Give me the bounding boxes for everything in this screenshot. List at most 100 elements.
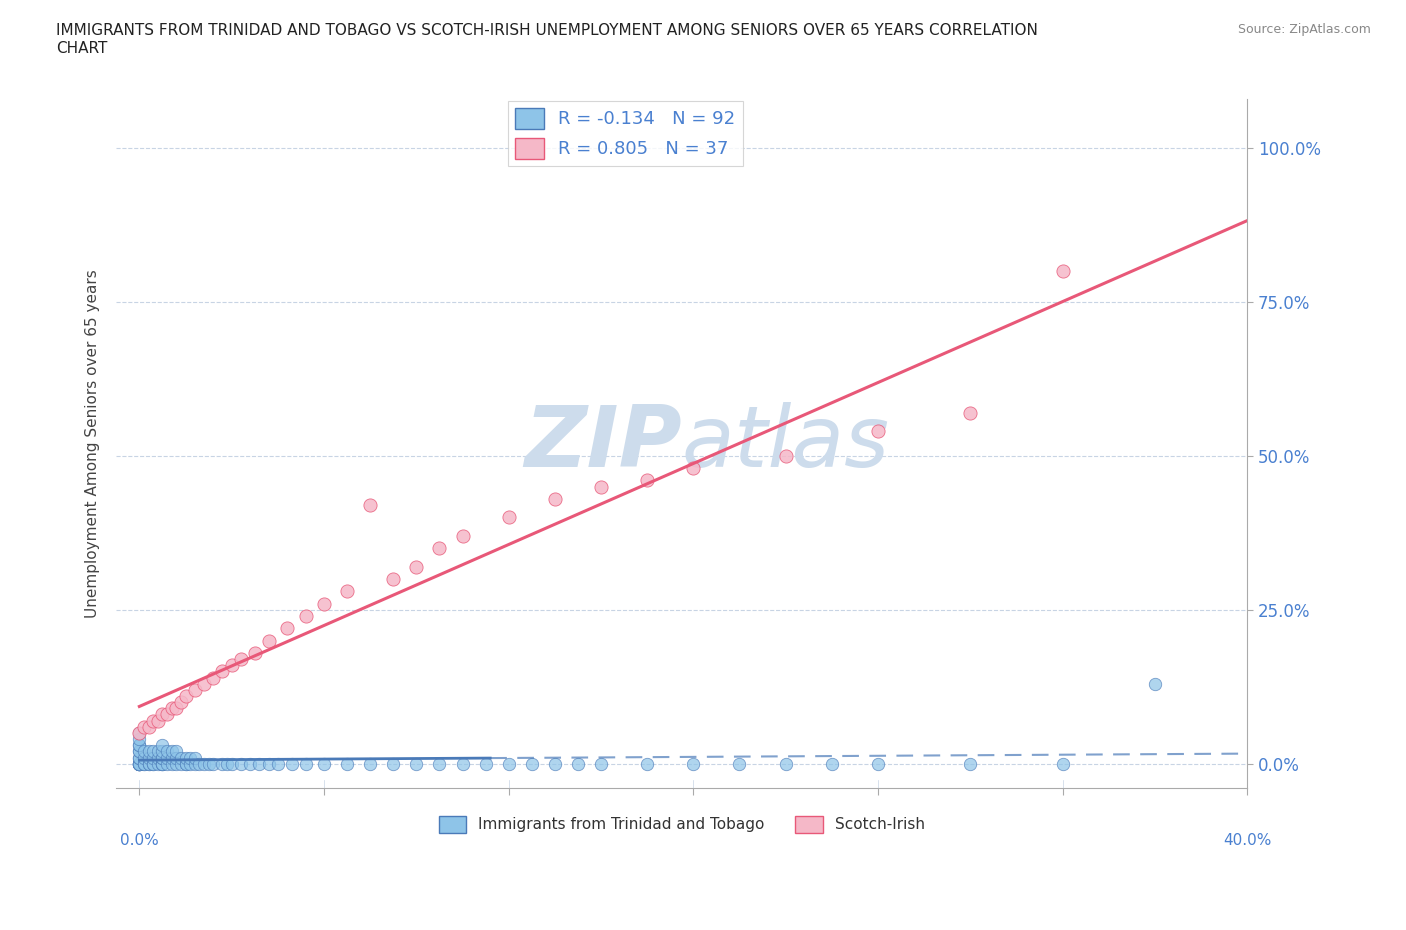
- Point: [451, 756, 474, 771]
- Point: [544, 492, 567, 507]
- Point: [215, 756, 238, 771]
- Point: [775, 756, 797, 771]
- Point: [276, 621, 298, 636]
- Point: [138, 719, 160, 734]
- Point: [156, 744, 179, 759]
- Point: [636, 473, 658, 488]
- Point: [146, 751, 169, 765]
- Point: [589, 479, 612, 494]
- Point: [429, 756, 451, 771]
- Point: [160, 756, 183, 771]
- Point: [197, 756, 219, 771]
- Point: [128, 751, 150, 765]
- Point: [138, 756, 160, 771]
- Point: [138, 751, 160, 765]
- Text: 40.0%: 40.0%: [1223, 833, 1271, 848]
- Point: [294, 756, 316, 771]
- Point: [682, 756, 704, 771]
- Point: [174, 751, 197, 765]
- Point: [239, 756, 262, 771]
- Point: [405, 756, 427, 771]
- Point: [359, 498, 381, 512]
- Point: [165, 744, 187, 759]
- Point: [146, 713, 169, 728]
- Point: [128, 756, 150, 771]
- Point: [128, 737, 150, 752]
- Point: [138, 744, 160, 759]
- Point: [202, 671, 225, 685]
- Point: [128, 732, 150, 747]
- Point: [128, 756, 150, 771]
- Point: [267, 756, 290, 771]
- Point: [132, 756, 155, 771]
- Point: [451, 528, 474, 543]
- Point: [152, 751, 174, 765]
- Text: atlas: atlas: [682, 402, 890, 485]
- Point: [247, 756, 270, 771]
- Point: [132, 719, 155, 734]
- Point: [128, 725, 150, 740]
- Point: [152, 756, 174, 771]
- Point: [152, 744, 174, 759]
- Point: [170, 695, 193, 710]
- Point: [336, 756, 359, 771]
- Y-axis label: Unemployment Among Seniors over 65 years: Unemployment Among Seniors over 65 years: [86, 269, 100, 618]
- Point: [174, 756, 197, 771]
- Point: [128, 756, 150, 771]
- Point: [179, 756, 201, 771]
- Point: [128, 756, 150, 771]
- Point: [174, 756, 197, 771]
- Text: ZIP: ZIP: [524, 402, 682, 485]
- Point: [184, 683, 207, 698]
- Point: [160, 701, 183, 716]
- Point: [128, 744, 150, 759]
- Text: Source: ZipAtlas.com: Source: ZipAtlas.com: [1237, 23, 1371, 36]
- Point: [280, 756, 302, 771]
- Point: [142, 713, 165, 728]
- Point: [257, 633, 280, 648]
- Point: [312, 596, 335, 611]
- Text: 0.0%: 0.0%: [120, 833, 159, 848]
- Point: [728, 756, 751, 771]
- Point: [152, 756, 174, 771]
- Point: [866, 424, 889, 439]
- Point: [294, 608, 316, 623]
- Point: [567, 756, 589, 771]
- Point: [498, 510, 520, 525]
- Point: [229, 652, 252, 667]
- Point: [211, 756, 233, 771]
- Point: [156, 756, 179, 771]
- Point: [636, 756, 658, 771]
- Point: [128, 756, 150, 771]
- Point: [156, 707, 179, 722]
- Point: [152, 756, 174, 771]
- Point: [243, 645, 266, 660]
- Point: [312, 756, 335, 771]
- Point: [229, 756, 252, 771]
- Point: [682, 460, 704, 475]
- Point: [1143, 676, 1166, 691]
- Point: [336, 584, 359, 599]
- Point: [866, 756, 889, 771]
- Point: [193, 676, 215, 691]
- Point: [179, 751, 201, 765]
- Point: [184, 751, 207, 765]
- Point: [382, 756, 405, 771]
- Point: [142, 756, 165, 771]
- Point: [128, 756, 150, 771]
- Point: [959, 756, 981, 771]
- Point: [138, 756, 160, 771]
- Point: [202, 756, 225, 771]
- Point: [165, 701, 187, 716]
- Point: [160, 751, 183, 765]
- Point: [174, 688, 197, 703]
- Point: [589, 756, 612, 771]
- Point: [142, 751, 165, 765]
- Point: [257, 756, 280, 771]
- Point: [184, 756, 207, 771]
- Point: [959, 405, 981, 420]
- Point: [221, 756, 243, 771]
- Point: [152, 751, 174, 765]
- Point: [152, 707, 174, 722]
- Point: [128, 756, 150, 771]
